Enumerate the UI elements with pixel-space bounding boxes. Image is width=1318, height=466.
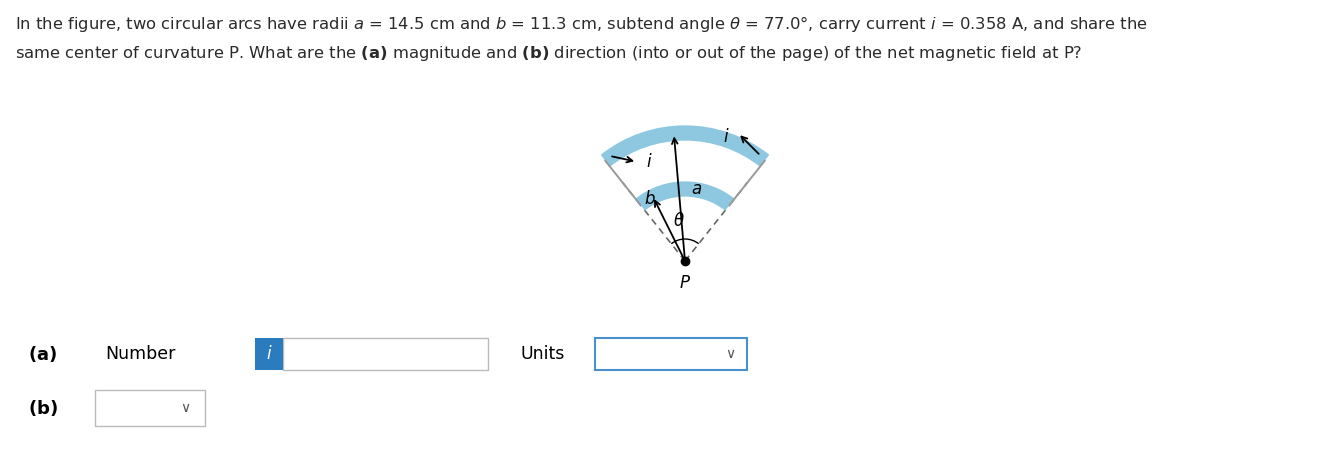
- Text: In the figure, two circular arcs have radii $\mathit{a}$ = 14.5 cm and $\mathit{: In the figure, two circular arcs have ra…: [14, 14, 1148, 34]
- Text: $\mathbf{\mathit{i}}$: $\mathbf{\mathit{i}}$: [266, 345, 273, 363]
- Text: ∨: ∨: [725, 347, 735, 361]
- FancyBboxPatch shape: [594, 338, 747, 370]
- Text: Units: Units: [521, 345, 564, 363]
- Text: same center of curvature P. What are the $\mathbf{(a)}$ magnitude and $\mathbf{(: same center of curvature P. What are the…: [14, 44, 1082, 63]
- Text: $\mathbf{(b)}$: $\mathbf{(b)}$: [28, 398, 58, 418]
- Text: $\mathit{i}$: $\mathit{i}$: [646, 153, 652, 171]
- Text: $\mathit{i}$: $\mathit{i}$: [722, 128, 729, 146]
- Text: ∨: ∨: [181, 401, 190, 415]
- Text: $\mathit{a}$: $\mathit{a}$: [691, 180, 701, 198]
- Text: $\mathbf{(a)}$: $\mathbf{(a)}$: [28, 344, 57, 364]
- Text: $\mathit{b}$: $\mathit{b}$: [643, 190, 655, 208]
- Text: $P$: $P$: [679, 274, 691, 292]
- Text: Number: Number: [105, 345, 175, 363]
- FancyBboxPatch shape: [254, 338, 283, 370]
- FancyBboxPatch shape: [283, 338, 488, 370]
- Text: $\mathit{\theta}$: $\mathit{\theta}$: [673, 212, 685, 230]
- FancyBboxPatch shape: [95, 390, 206, 426]
